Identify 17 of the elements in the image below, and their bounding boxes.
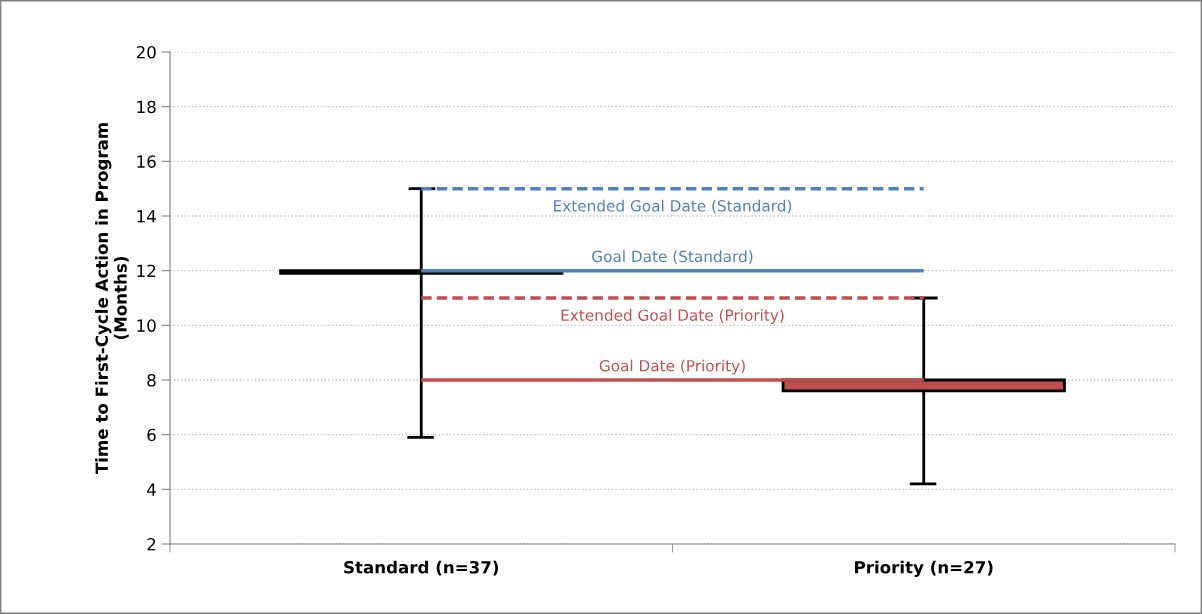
y-axis-title: Time to First-Cycle Action in Program (Months) [95,123,129,475]
y-tick-label: 10 [137,319,156,332]
y-tick-label: 4 [147,483,156,496]
y-tick-label: 20 [136,45,156,59]
y-tick-label: 2 [147,537,156,551]
y-tick-label: 16 [137,155,156,168]
y-tick-label: 12 [137,264,156,277]
y-tick-label: 18 [137,100,156,114]
y-tick-label: 14 [137,210,156,223]
series-label: Goal Date (Priority) [599,359,745,375]
x-tick-label: Standard (n=37) [344,560,499,576]
series-label: Goal Date (Standard) [592,250,753,264]
y-tick-label: 6 [147,428,156,442]
y-tick-label: 8 [147,373,156,387]
series-label: Extended Goal Date (Standard) [554,199,792,214]
x-tick-label: Priority (n=27) [855,560,993,577]
series-label: Extended Goal Date (Priority) [561,309,784,324]
